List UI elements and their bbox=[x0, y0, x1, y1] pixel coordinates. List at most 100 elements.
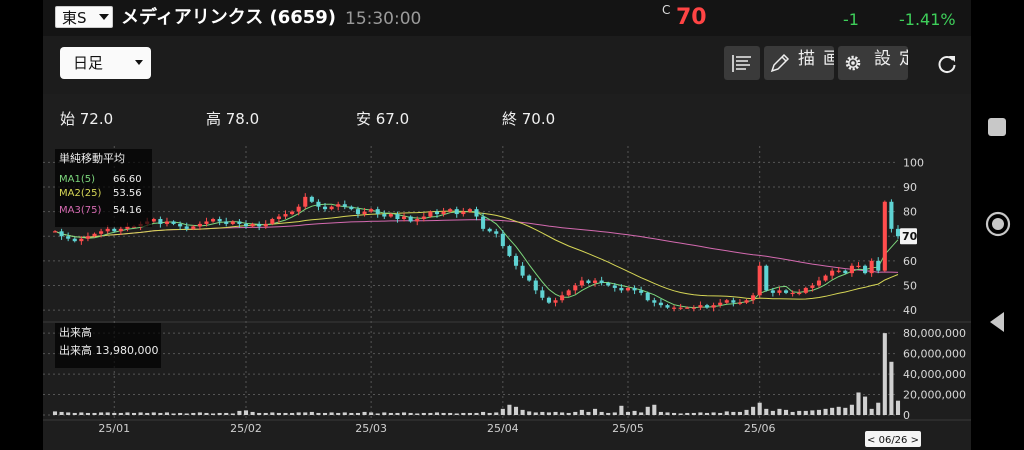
volume-bar bbox=[92, 412, 97, 415]
candle bbox=[823, 275, 828, 281]
candle bbox=[191, 226, 196, 229]
volume-bar bbox=[797, 410, 802, 415]
market-select[interactable]: 東S bbox=[55, 6, 113, 28]
candle bbox=[632, 287, 637, 291]
draw-label: 描画 bbox=[798, 49, 834, 69]
volume-bar bbox=[586, 411, 591, 415]
settings-label: 設定 bbox=[874, 49, 908, 69]
volume-bar bbox=[329, 412, 334, 415]
volume-bar bbox=[316, 412, 321, 415]
candle bbox=[309, 196, 314, 202]
candle bbox=[118, 228, 123, 232]
volume-bar bbox=[770, 410, 775, 415]
volume-bar bbox=[290, 412, 295, 415]
candle bbox=[415, 219, 420, 222]
candle bbox=[889, 201, 894, 229]
candle bbox=[421, 216, 426, 219]
candle bbox=[783, 290, 789, 293]
volume-bar bbox=[737, 411, 742, 415]
candle bbox=[764, 265, 769, 291]
candle bbox=[770, 290, 775, 293]
candle bbox=[507, 246, 512, 256]
volume-bar bbox=[164, 412, 170, 415]
volume-bar bbox=[704, 412, 710, 415]
candle bbox=[105, 228, 110, 232]
candle bbox=[204, 221, 209, 224]
volume-bar bbox=[494, 412, 499, 415]
candle bbox=[79, 238, 84, 242]
candle bbox=[362, 211, 367, 215]
last-price-tag bbox=[900, 228, 917, 245]
volume-bar bbox=[184, 413, 189, 415]
period-select[interactable]: 日足 bbox=[60, 47, 151, 79]
draw-button[interactable]: 描画 bbox=[764, 46, 834, 80]
candle bbox=[211, 219, 216, 222]
ma3-line bbox=[54, 219, 899, 273]
volume-bar bbox=[448, 412, 453, 415]
candle bbox=[803, 287, 808, 293]
ohlc-summary: 始 72.0 高 78.0 安 67.0 終 70.0 bbox=[43, 94, 971, 146]
candle bbox=[369, 209, 374, 212]
candle bbox=[691, 307, 696, 309]
candle bbox=[586, 280, 591, 283]
candle bbox=[790, 292, 795, 295]
candle bbox=[856, 265, 861, 267]
back-icon[interactable] bbox=[988, 311, 1006, 333]
chevron-down-icon bbox=[99, 14, 109, 20]
home-icon[interactable] bbox=[985, 211, 1011, 237]
close-price: 終 70.0 bbox=[502, 110, 556, 128]
candle bbox=[672, 307, 677, 309]
indicator-list-button[interactable] bbox=[724, 46, 760, 80]
volume-bar bbox=[823, 408, 828, 415]
candle bbox=[382, 214, 387, 217]
volume-bar bbox=[507, 404, 512, 415]
refresh-icon[interactable] bbox=[936, 53, 958, 75]
candle bbox=[349, 206, 354, 210]
volume-bar bbox=[79, 412, 84, 415]
caret-down-icon bbox=[135, 60, 143, 65]
recent-apps-icon[interactable] bbox=[988, 118, 1006, 136]
volume-legend-value: 出来高 13,980,000 bbox=[59, 343, 158, 357]
candle bbox=[388, 214, 393, 217]
candle bbox=[494, 231, 499, 234]
candle bbox=[665, 305, 670, 308]
volume-bar bbox=[204, 412, 209, 415]
candle bbox=[777, 290, 782, 293]
candle bbox=[408, 216, 413, 222]
candle bbox=[481, 216, 486, 229]
volume-bar bbox=[224, 412, 229, 415]
candle bbox=[276, 216, 281, 219]
candle bbox=[711, 305, 716, 308]
price-change-percent: -1.41% bbox=[899, 10, 956, 29]
volume-bar bbox=[474, 412, 479, 415]
volume-axis-label: 0 bbox=[903, 409, 910, 422]
volume-bar bbox=[178, 412, 183, 415]
candle bbox=[178, 223, 183, 227]
candle bbox=[579, 280, 584, 286]
chart-toolbar: 日足 描画 bbox=[43, 36, 971, 94]
candle bbox=[342, 204, 347, 207]
candle bbox=[678, 307, 683, 309]
volume-bar bbox=[257, 412, 262, 415]
volume-bar bbox=[217, 412, 222, 415]
candle bbox=[652, 300, 657, 303]
candle bbox=[500, 233, 505, 247]
stock-name: メディアリンクス (6659) bbox=[121, 7, 337, 28]
x-tick-label: 25/05 bbox=[612, 422, 644, 435]
ma3-legend-value: 54.16 bbox=[113, 205, 142, 216]
candle bbox=[454, 209, 459, 215]
settings-button[interactable]: 設定 bbox=[838, 46, 908, 80]
volume-bar bbox=[606, 412, 611, 415]
candle bbox=[270, 219, 275, 224]
volume-bar bbox=[369, 412, 374, 415]
volume-bar bbox=[415, 413, 420, 415]
candle bbox=[461, 211, 466, 215]
volume-bar bbox=[434, 412, 440, 415]
volume-bar bbox=[731, 411, 736, 415]
candle bbox=[685, 307, 690, 309]
volume-bar bbox=[652, 404, 657, 415]
volume-bar bbox=[375, 413, 380, 415]
date-tag-label: < 06/26 > bbox=[867, 435, 919, 446]
volume-bar bbox=[593, 408, 598, 415]
candlestick-chart[interactable]: 25/01 25/02 25/03 25/04 25/05 25/06 100 90 80 70 6… bbox=[43, 146, 971, 450]
